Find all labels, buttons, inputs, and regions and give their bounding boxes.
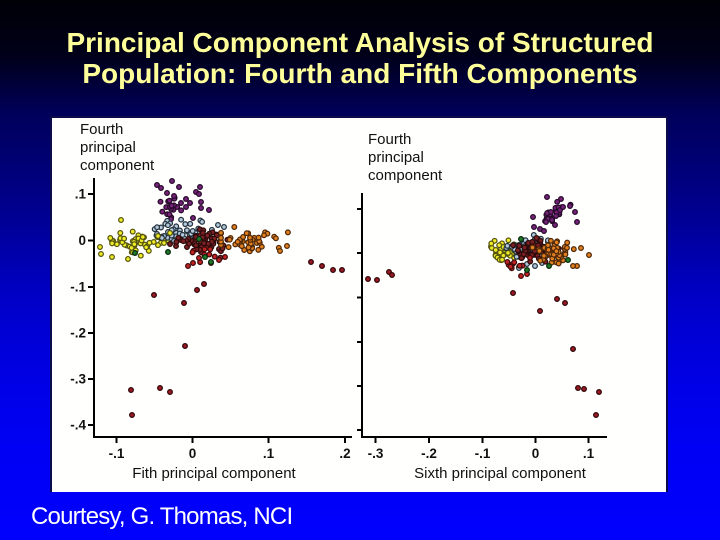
svg-text:0: 0: [78, 233, 86, 248]
svg-text:-.1: -.1: [475, 446, 491, 461]
svg-text:Sixth principal component: Sixth principal component: [414, 465, 587, 482]
svg-text:-.2: -.2: [70, 326, 86, 341]
svg-text:component: component: [80, 157, 155, 174]
svg-text:-.1: -.1: [109, 446, 125, 461]
svg-text:0: 0: [189, 446, 197, 461]
svg-text:Fourth: Fourth: [368, 131, 411, 148]
svg-text:-.1: -.1: [70, 280, 86, 295]
svg-text:-.2: -.2: [421, 446, 437, 461]
svg-text:.1: .1: [75, 187, 87, 202]
svg-text:-.4: -.4: [70, 418, 86, 433]
svg-text:-.3: -.3: [368, 446, 384, 461]
svg-text:.2: .2: [339, 446, 350, 461]
svg-text:Fourth: Fourth: [80, 121, 123, 138]
svg-text:component: component: [368, 167, 443, 184]
svg-text:.1: .1: [263, 446, 275, 461]
svg-text:.1: .1: [583, 446, 595, 461]
svg-text:principal: principal: [80, 139, 136, 156]
svg-text:-.3: -.3: [70, 372, 86, 387]
svg-text:principal: principal: [368, 149, 424, 166]
svg-text:Fith principal component: Fith principal component: [132, 465, 296, 482]
svg-text:0: 0: [532, 446, 540, 461]
